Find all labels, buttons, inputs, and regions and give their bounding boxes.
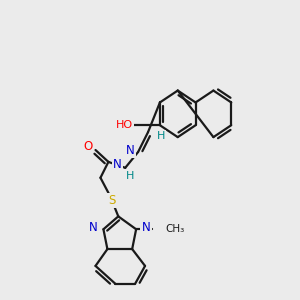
Text: N: N	[142, 221, 150, 234]
Text: H: H	[157, 131, 165, 141]
Text: O: O	[83, 140, 92, 152]
Text: CH₃: CH₃	[166, 224, 185, 234]
Text: S: S	[109, 194, 116, 207]
Text: N: N	[113, 158, 122, 171]
Text: HO: HO	[116, 120, 133, 130]
Text: H: H	[126, 171, 134, 181]
Text: N: N	[89, 221, 98, 234]
Text: N: N	[126, 143, 135, 157]
